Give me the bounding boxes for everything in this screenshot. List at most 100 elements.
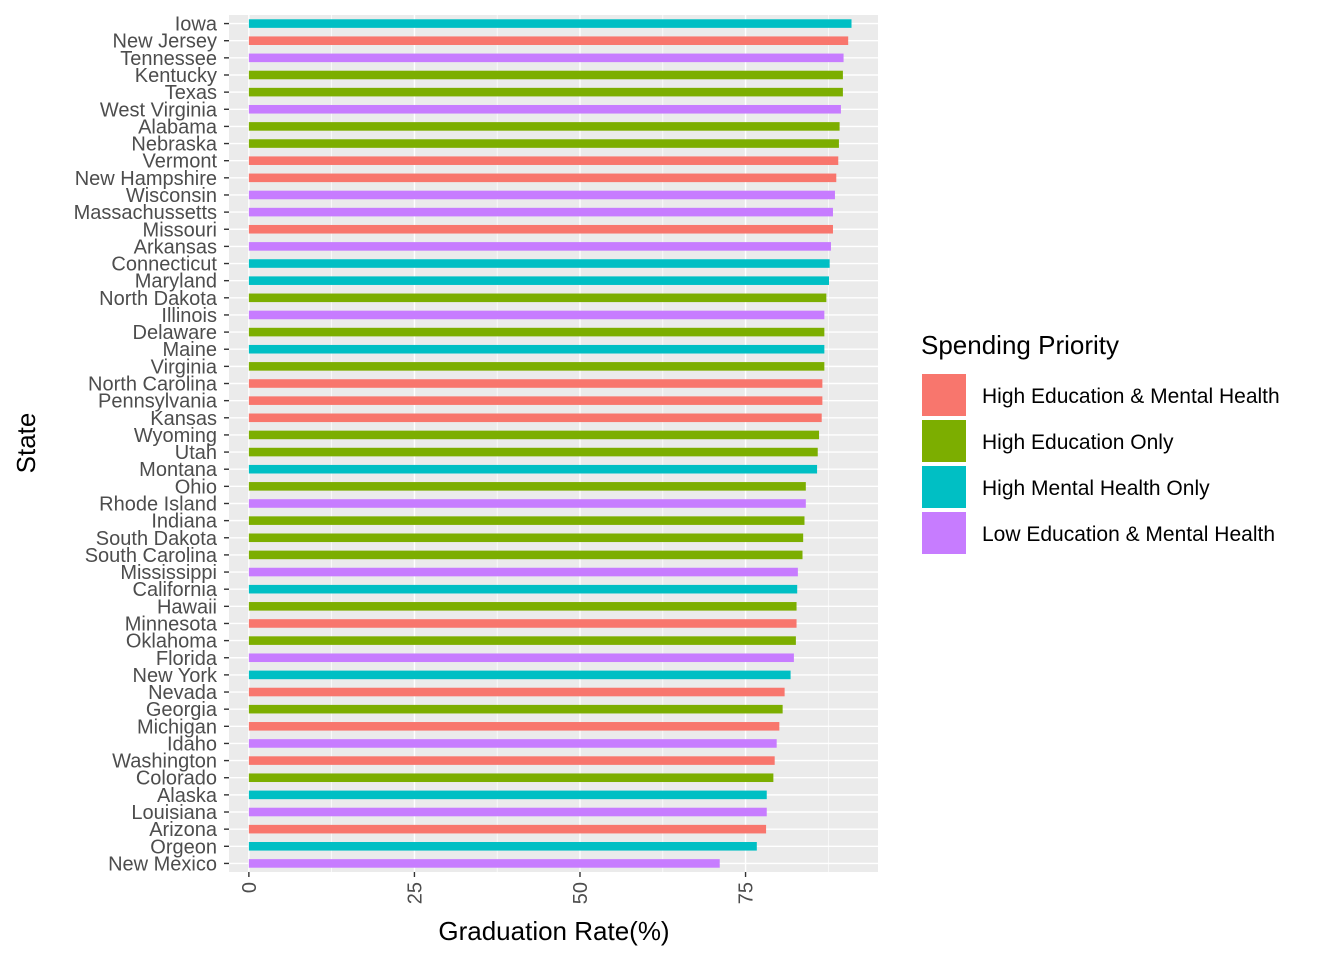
y-tick-label: Illinois [161, 305, 217, 327]
y-tick-label: Idaho [167, 733, 217, 755]
y-tick-label: Ohio [175, 476, 217, 498]
bar [248, 53, 844, 63]
bar [248, 807, 767, 817]
y-tick-label: New Mexico [108, 853, 217, 875]
bar [248, 122, 840, 131]
bar [248, 842, 757, 851]
y-tick-label: New Hampshire [75, 168, 217, 190]
y-axis: New MexicoOrgeonArizonaLouisianaAlaskaCo… [74, 14, 229, 875]
legend-swatch [922, 512, 966, 554]
bar [248, 344, 825, 354]
y-tick-label: Maine [163, 339, 217, 361]
bar [248, 259, 830, 268]
bar [248, 567, 798, 577]
bar [248, 104, 841, 114]
y-tick-label: Nevada [148, 682, 218, 704]
y-tick-label: North Dakota [99, 288, 218, 310]
bar [248, 739, 777, 748]
bar [248, 207, 833, 217]
bar [248, 156, 839, 165]
x-tick-label: 50 [570, 882, 592, 904]
bar [248, 447, 818, 457]
y-tick-label: West Virginia [100, 99, 218, 121]
bar [248, 773, 774, 783]
bar [248, 190, 835, 200]
y-tick-label: Colorado [136, 768, 217, 790]
legend-label: Low Education & Mental Health [982, 523, 1275, 546]
bar [248, 224, 833, 234]
bar [248, 139, 839, 148]
bar [248, 653, 794, 663]
y-tick-label: Indiana [151, 511, 217, 533]
y-tick-label: Arkansas [134, 236, 217, 258]
bar [248, 276, 829, 285]
y-tick-label: Nebraska [131, 134, 217, 156]
y-tick-label: Georgia [146, 699, 218, 721]
bar [248, 533, 804, 543]
legend-swatch [922, 466, 966, 508]
y-tick-label: Minnesota [125, 613, 218, 635]
bar [248, 430, 820, 440]
y-tick-label: Kentucky [135, 65, 217, 87]
bar [248, 173, 837, 183]
y-tick-label: Massachussetts [74, 202, 217, 224]
y-tick-label: Washington [112, 751, 217, 773]
bar [248, 602, 797, 611]
y-tick-label: Vermont [143, 151, 218, 173]
y-tick-label: Connecticut [111, 254, 217, 276]
bar [248, 859, 720, 868]
bar [248, 756, 775, 765]
legend-swatch [922, 374, 966, 416]
y-tick-label: South Dakota [96, 528, 218, 550]
y-tick-label: Wyoming [134, 425, 217, 447]
y-tick-label: South Carolina [85, 545, 218, 567]
bar [248, 687, 785, 697]
bar [248, 584, 798, 594]
y-tick-label: Michigan [137, 716, 217, 738]
y-tick-label: Kansas [150, 408, 217, 430]
y-tick-label: Hawaii [157, 596, 217, 618]
y-tick-label: Maryland [135, 271, 217, 293]
y-tick-label: Arizona [149, 819, 218, 841]
y-tick-label: New Jersey [113, 31, 217, 53]
bar [248, 824, 767, 834]
bar [248, 636, 796, 645]
y-tick-label: Oklahoma [126, 631, 218, 653]
bar [248, 19, 852, 28]
y-tick-label: Utah [175, 442, 217, 464]
y-tick-label: New York [133, 665, 218, 687]
legend-title: Spending Priority [921, 330, 1119, 360]
y-tick-label: North Carolina [88, 374, 218, 396]
bar [248, 413, 822, 423]
y-tick-label: Rhode Island [99, 493, 217, 515]
bar [248, 482, 806, 491]
bar [248, 722, 780, 731]
bar [248, 396, 823, 405]
x-axis-title: Graduation Rate(%) [438, 916, 669, 946]
bar [248, 670, 791, 680]
legend-label: High Education & Mental Health [982, 385, 1280, 408]
x-tick-label: 0 [239, 882, 261, 893]
y-tick-label: Tennessee [120, 48, 217, 70]
bar [248, 790, 767, 800]
legend-swatch [922, 420, 966, 462]
bar [248, 704, 783, 714]
y-tick-label: Wisconsin [126, 185, 217, 207]
y-tick-label: Alabama [138, 116, 218, 138]
y-axis-title: State [11, 413, 41, 474]
bars [248, 19, 852, 868]
y-tick-label: Texas [165, 82, 217, 104]
bar [248, 379, 823, 388]
bar [248, 516, 805, 525]
y-tick-label: Florida [156, 648, 218, 670]
y-tick-label: Delaware [133, 322, 217, 344]
bar [248, 87, 843, 97]
bar [248, 464, 818, 474]
bar [248, 550, 803, 560]
bar [248, 499, 806, 508]
y-tick-label: Missouri [143, 219, 217, 241]
legend-label: High Education Only [982, 431, 1174, 454]
y-tick-label: Iowa [175, 14, 218, 36]
bar [248, 327, 825, 337]
